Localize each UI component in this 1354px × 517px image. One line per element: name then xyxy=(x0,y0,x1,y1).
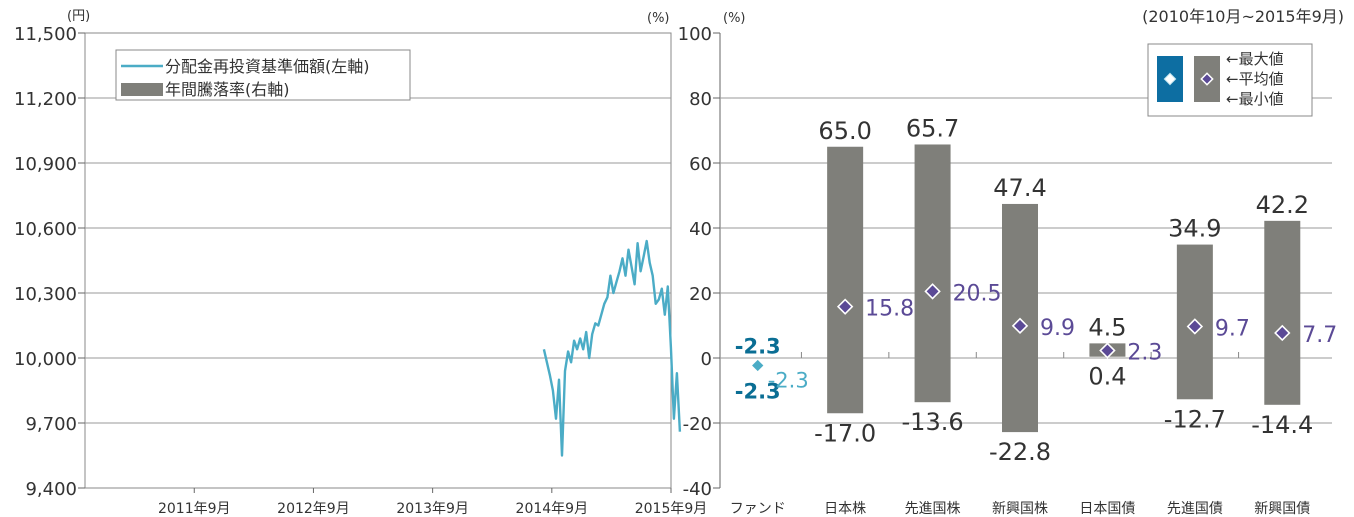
right-y-tick-label: 20 xyxy=(689,284,712,305)
avg-marker xyxy=(1011,317,1029,335)
category-label: 先進国債 xyxy=(1167,501,1223,517)
min-label: -14.4 xyxy=(1251,411,1313,439)
range-bar xyxy=(914,144,951,403)
avg-marker xyxy=(1099,342,1116,359)
category-label: 先進国株 xyxy=(905,501,961,517)
min-label: -22.8 xyxy=(989,438,1051,466)
left-legend-box xyxy=(115,49,411,101)
legend-max-label: ←最大値 xyxy=(1226,50,1284,68)
right-y-tick-label: -40 xyxy=(683,479,712,500)
range-bar xyxy=(1264,220,1301,405)
avg-marker xyxy=(1186,318,1204,335)
right-y-tick-label: 0 xyxy=(701,349,712,370)
right-y-tick-label: -20 xyxy=(683,414,712,435)
fund-avg-label: -2.3 xyxy=(768,368,809,392)
left-y-tick-label: 10,600 xyxy=(14,219,77,240)
max-label: 65.7 xyxy=(906,114,959,142)
avg-label: 20.5 xyxy=(953,281,1002,306)
min-label: -12.7 xyxy=(1164,405,1226,433)
right-category-ticks: ファンド 日本株 先進国株 新興国株 日本国債 先進国債 新興国債 xyxy=(730,352,1310,517)
legend-avg-label: ←平均値 xyxy=(1226,70,1284,88)
right-y-unit-left: (%) xyxy=(647,11,670,26)
max-label: 47.4 xyxy=(993,174,1046,202)
category-label: 日本株 xyxy=(824,501,866,517)
fund-max-label: -2.3 xyxy=(735,334,781,358)
left-x-tick-label: 2012年9月 xyxy=(277,501,350,517)
left-plot-frame xyxy=(84,32,672,489)
period-label: (2010年10月~2015年9月) xyxy=(1142,7,1344,26)
left-gridlines xyxy=(85,97,671,424)
nav-line-chart: 9,400 9,700 10,000 10,300 10,600 10,900 11,200… xyxy=(14,9,707,517)
avg-label: 7.7 xyxy=(1302,323,1337,348)
right-y-tick-label: 60 xyxy=(689,154,712,175)
avg-label: 2.3 xyxy=(1127,341,1162,366)
right-y-ticks: -40 -20 0 20 40 60 80 100 xyxy=(678,24,720,500)
legend-avg-marker xyxy=(1200,72,1214,86)
left-x-ticks: 2011年9月 2012年9月 2013年9月 2014年9月 2015年9月 xyxy=(158,488,707,517)
left-legend: 分配金再投資基準価額(左軸) 年間騰落率(右軸) xyxy=(115,49,411,101)
avg-marker xyxy=(1274,324,1291,342)
left-y-ticks: 9,400 9,700 10,000 10,300 10,600 10,900 11,200… xyxy=(14,24,85,500)
left-y-tick-label: 9,700 xyxy=(25,414,77,435)
category-label: 新興国株 xyxy=(992,501,1048,517)
legend-bar-swatch xyxy=(121,83,163,96)
left-y-tick-label: 10,300 xyxy=(14,284,77,305)
left-y-tick-label: 11,500 xyxy=(14,24,77,45)
left-y-tick-label: 10,900 xyxy=(14,154,77,175)
range-bars xyxy=(752,144,1301,433)
fund-avg-marker xyxy=(752,359,764,372)
legend-fund-marker xyxy=(1163,72,1177,86)
left-y-tick-label: 9,400 xyxy=(25,479,77,500)
fund-nav-line xyxy=(542,239,682,457)
legend-min-label: ←最小値 xyxy=(1226,90,1284,108)
min-label: -17.0 xyxy=(814,419,876,447)
range-labels: -2.3-2.3-2.365.0-17.015.865.7-13.620.547… xyxy=(735,114,1338,466)
left-y-tick-label: 11,200 xyxy=(14,89,77,110)
max-label: 4.5 xyxy=(1088,313,1126,341)
avg-label: 15.8 xyxy=(865,297,914,322)
left-x-tick-label: 2014年9月 xyxy=(516,501,589,517)
right-y-tick-label: 80 xyxy=(689,89,712,110)
left-x-tick-label: 2013年9月 xyxy=(396,501,469,517)
max-label: 34.9 xyxy=(1168,215,1221,243)
range-bar xyxy=(827,146,864,414)
min-label: -13.6 xyxy=(902,408,964,436)
right-legend: ←最大値 ←平均値 ←最小値 xyxy=(1147,43,1313,117)
legend-nav-label: 分配金再投資基準価額(左軸) xyxy=(165,57,370,76)
left-x-tick-label: 2011年9月 xyxy=(158,501,231,517)
legend-return-label: 年間騰落率(右軸) xyxy=(165,80,290,99)
right-y-tick-label: 100 xyxy=(678,24,712,45)
avg-marker xyxy=(924,283,941,300)
right-y-unit: (%) xyxy=(723,11,746,26)
max-label: 65.0 xyxy=(818,117,871,145)
min-label: 0.4 xyxy=(1088,363,1126,391)
left-y-tick-label: 10,000 xyxy=(14,349,77,370)
avg-label: 9.7 xyxy=(1215,316,1250,341)
max-label: 42.2 xyxy=(1256,191,1309,219)
avg-marker xyxy=(836,298,854,315)
avg-label: 9.9 xyxy=(1040,316,1075,341)
left-y-unit: (円) xyxy=(67,9,90,24)
category-label: 新興国債 xyxy=(1254,501,1310,517)
category-label: 日本国債 xyxy=(1079,501,1135,517)
left-x-tick-label: 2015年9月 xyxy=(635,501,708,517)
category-label: ファンド xyxy=(730,501,786,517)
fund-min-label: -2.3 xyxy=(735,379,781,403)
right-y-tick-label: 40 xyxy=(689,219,712,240)
return-range-chart: -40 -20 0 20 40 60 80 100 ファンド 日本株 先進国株 新興国株 日本国債 先進… xyxy=(647,7,1344,517)
